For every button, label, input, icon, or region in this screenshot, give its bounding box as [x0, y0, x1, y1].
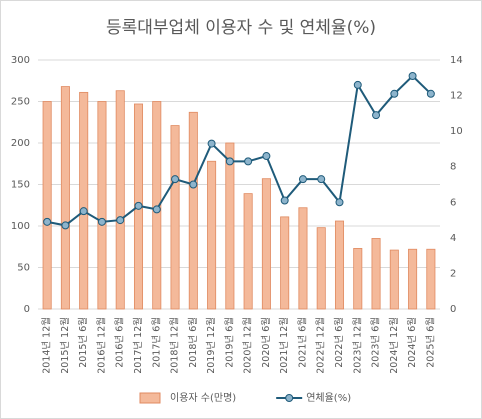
legend-item: 연체율(%) — [276, 392, 351, 404]
legend-label: 연체율(%) — [306, 392, 351, 404]
line-marker — [262, 152, 271, 161]
bar — [408, 248, 418, 310]
y-tick-label: 0 — [24, 304, 30, 315]
x-tick-label: 2014년 12월 — [41, 317, 53, 374]
x-tick-label: 2019년 12월 — [205, 317, 217, 374]
x-tick-label: 2021년 6월 — [296, 317, 308, 368]
bar — [426, 248, 436, 310]
bar — [60, 86, 70, 310]
line-marker — [408, 72, 417, 81]
x-tick-label: 2017년 12월 — [132, 317, 144, 374]
x-tick-label: 2024년 6월 — [406, 317, 418, 368]
y2-tick-label: 14 — [450, 55, 463, 66]
line-marker — [280, 196, 289, 205]
y2-tick-label: 0 — [450, 304, 456, 315]
line-marker — [353, 80, 362, 89]
y-tick-label: 200 — [11, 138, 30, 149]
line-marker — [225, 157, 234, 166]
x-tick-label: 2017년 6월 — [150, 317, 162, 368]
x-tick-label: 2022년 12월 — [315, 317, 327, 374]
legend-label: 이용자 수(만명) — [170, 392, 236, 404]
line-marker — [134, 201, 143, 210]
line-marker — [426, 89, 435, 98]
x-tick-label: 2023년 12월 — [351, 317, 363, 374]
line-marker — [317, 175, 326, 184]
x-tick-label: 2020년 6월 — [260, 317, 272, 368]
y2-tick-label: 4 — [450, 233, 456, 244]
bar — [280, 216, 290, 310]
bar — [389, 249, 399, 310]
x-tick-label: 2022년 6월 — [333, 317, 345, 368]
legend-marker — [285, 394, 294, 402]
y-tick-label: 50 — [17, 263, 30, 274]
x-tick-label: 2020년 12월 — [242, 317, 254, 374]
bar — [334, 220, 345, 310]
line-marker — [61, 221, 70, 230]
y2-tick-label: 8 — [450, 162, 456, 173]
x-tick-label: 2016년 6월 — [114, 317, 126, 368]
x-tick-label: 2018년 6월 — [187, 317, 199, 368]
line-marker — [189, 180, 198, 189]
line-marker — [152, 205, 161, 214]
bar — [225, 142, 235, 310]
line-marker — [116, 216, 125, 225]
line-marker — [171, 175, 180, 184]
line-marker — [244, 157, 253, 166]
y-tick-label: 150 — [11, 180, 30, 191]
x-tick-label: 2016년 12월 — [95, 317, 107, 374]
line-marker — [335, 198, 344, 207]
x-tick-label: 2015년 12월 — [59, 317, 71, 374]
y2-tick-label: 2 — [450, 268, 456, 279]
x-tick-label: 2015년 6월 — [77, 317, 89, 368]
bar — [170, 125, 180, 310]
y2-tick-label: 10 — [450, 126, 463, 137]
legend-item: 이용자 수(만명) — [139, 392, 236, 404]
bar — [371, 238, 381, 310]
line-marker — [79, 207, 88, 216]
y2-tick-label: 6 — [450, 197, 456, 208]
bar — [243, 193, 253, 310]
bar — [316, 227, 326, 310]
y2-tick-label: 12 — [450, 91, 463, 102]
bar — [115, 90, 125, 310]
x-tick-label: 2023년 6월 — [370, 317, 382, 368]
bar — [353, 248, 363, 310]
x-tick-label: 2024년 12월 — [388, 317, 400, 374]
y-tick-label: 250 — [11, 97, 30, 108]
y-tick-label: 300 — [11, 55, 30, 66]
x-tick-label: 2021년 12월 — [278, 317, 290, 374]
bar — [188, 111, 198, 310]
bar — [79, 91, 89, 310]
x-tick-label: 2025년 6월 — [424, 317, 436, 368]
bar — [42, 101, 52, 310]
line-marker — [207, 139, 216, 148]
y-tick-label: 100 — [11, 221, 30, 232]
x-tick-label: 2019년 6월 — [223, 317, 235, 368]
line-marker — [97, 217, 106, 226]
bar — [97, 101, 107, 310]
line-marker — [372, 111, 381, 120]
line-marker — [390, 89, 399, 98]
line-marker — [298, 175, 307, 184]
x-tick-label: 2018년 12월 — [169, 317, 181, 374]
chart-title: 등록대부업체 이용자 수 및 연체율(%) — [106, 18, 376, 38]
legend-swatch — [139, 392, 161, 404]
bar — [207, 160, 217, 310]
bar — [152, 101, 162, 310]
line — [46, 74, 432, 227]
bar — [298, 207, 308, 310]
bar — [261, 178, 271, 310]
line-marker — [43, 217, 52, 226]
